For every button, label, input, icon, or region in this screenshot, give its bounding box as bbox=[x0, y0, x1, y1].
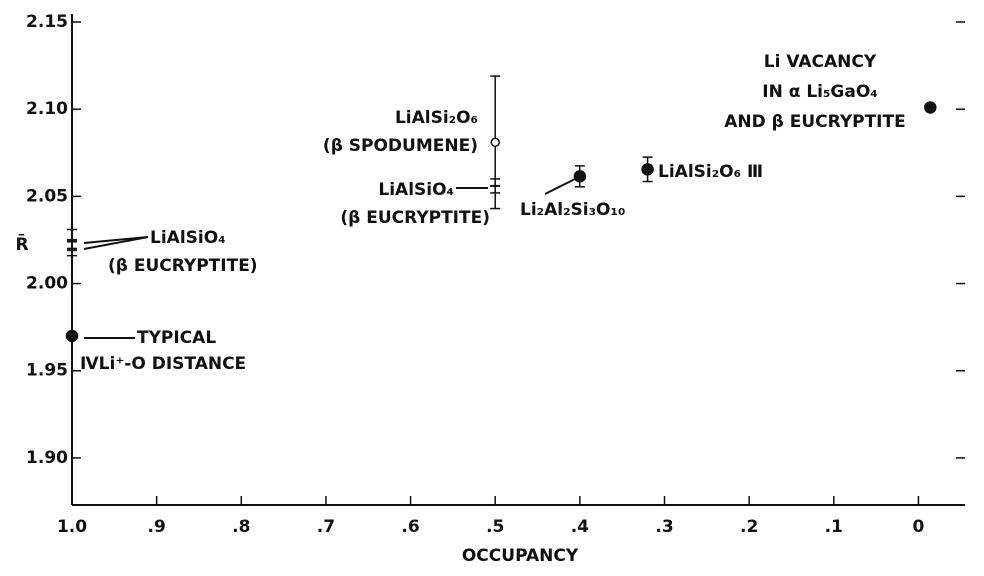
y-tick-label: 2.15 bbox=[26, 12, 68, 32]
annotation: (β EUCRYPTITE) bbox=[340, 208, 490, 228]
y-tick-label: 2.10 bbox=[26, 99, 68, 119]
x-tick-label: .5 bbox=[486, 517, 504, 537]
annotation: Li₂Al₂Si₃O₁₀ bbox=[520, 200, 625, 220]
x-axis-label: OCCUPANCY bbox=[462, 546, 579, 566]
annotation: (β EUCRYPTITE) bbox=[108, 256, 258, 276]
x-tick-label: .6 bbox=[401, 517, 419, 537]
x-tick-label: 0 bbox=[913, 517, 925, 537]
x-tick-label: 1.0 bbox=[57, 517, 87, 537]
point bbox=[641, 163, 654, 176]
x-tick-label: .8 bbox=[232, 517, 250, 537]
y-tick-label: 1.95 bbox=[26, 361, 68, 381]
y-tick-label: 2.00 bbox=[26, 274, 68, 294]
y-tick-label: 2.05 bbox=[26, 186, 68, 206]
x-tick-label: .3 bbox=[655, 517, 673, 537]
point bbox=[490, 137, 500, 148]
point bbox=[65, 329, 79, 343]
annotation: (β SPODUMENE) bbox=[323, 136, 478, 156]
annotation: LiAlSiO₄ bbox=[150, 228, 226, 248]
x-tick-label: .1 bbox=[825, 517, 843, 537]
point bbox=[924, 101, 937, 114]
annotation: ⅣLi⁺-O DISTANCE bbox=[80, 354, 246, 374]
annotation: LiAlSi₂O₆ Ⅲ bbox=[658, 162, 763, 182]
y-tick-label: 1.90 bbox=[26, 448, 68, 468]
point bbox=[573, 170, 587, 183]
x-tick-label: .4 bbox=[571, 517, 589, 537]
arrows bbox=[83, 177, 578, 339]
y-axis-label: R̄ bbox=[15, 233, 28, 255]
annotation: AND β EUCRYPTITE bbox=[724, 112, 905, 132]
annotation: LiAlSiO₄ bbox=[378, 180, 454, 200]
annotation: Li VACANCY bbox=[764, 52, 877, 72]
x-tick-label: .9 bbox=[147, 517, 165, 537]
annotation: LiAlSi₂O₆ bbox=[395, 108, 478, 128]
x-tick-label: .7 bbox=[317, 517, 335, 537]
annotation: TYPICAL bbox=[137, 328, 216, 348]
annotation: IN α Li₅GaO₄ bbox=[762, 82, 878, 102]
x-tick-label: .2 bbox=[740, 517, 758, 537]
